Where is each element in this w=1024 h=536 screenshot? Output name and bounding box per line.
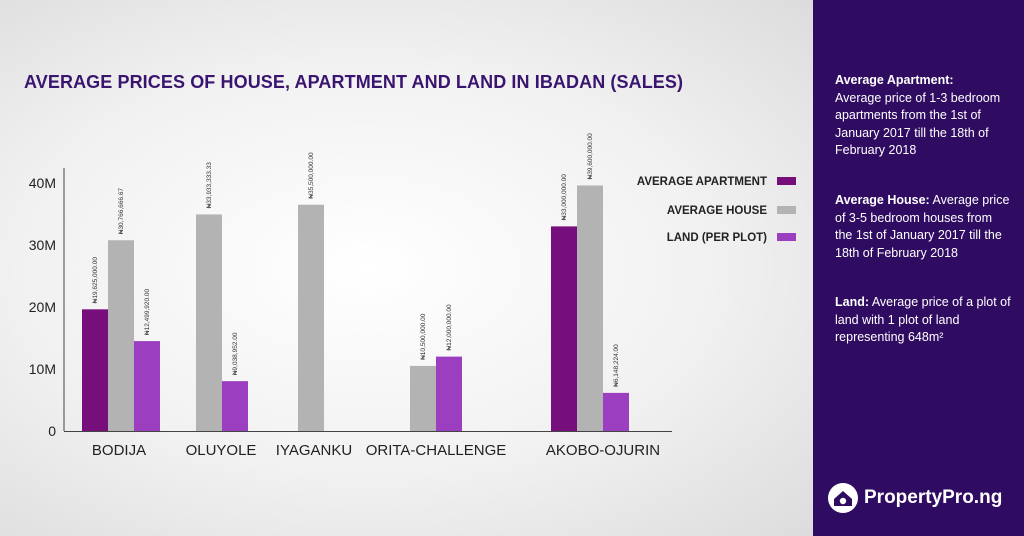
x-category-label: ORITA-CHALLENGE bbox=[366, 442, 507, 459]
legend-swatch bbox=[777, 177, 796, 185]
bar-value-label: ₦9,038,952.00 bbox=[232, 332, 239, 375]
bar-land-per-plot--akobo-ojurin bbox=[603, 392, 629, 431]
y-tick-label: 30M bbox=[29, 237, 56, 253]
legend-label: AVERAGE APARTMENT bbox=[637, 176, 767, 188]
legend-swatch bbox=[777, 206, 796, 214]
chart-area: AVERAGE PRICES OF HOUSE, APARTMENT AND L… bbox=[0, 0, 813, 536]
note-apartment-text: Average price of 1-3 bedroom apartments … bbox=[835, 90, 1001, 158]
note-land-text: Average price of a plot of land with 1 p… bbox=[835, 295, 1011, 344]
bar-average-apartment-akobo-ojurin bbox=[551, 226, 577, 431]
bar-average-house-akobo-ojurin bbox=[577, 185, 603, 431]
bar-value-label: ₦33,933,333.33 bbox=[206, 162, 213, 209]
legend-swatch bbox=[777, 233, 796, 241]
bar-average-house-iyaganku bbox=[298, 204, 324, 431]
bar-value-label: ₦35,500,000.00 bbox=[308, 152, 315, 199]
chart-title: AVERAGE PRICES OF HOUSE, APARTMENT AND L… bbox=[24, 72, 684, 92]
sidebar-panel: Average Apartment: Average price of 1-3 … bbox=[813, 0, 1024, 536]
bar-land-per-plot--orita-challenge bbox=[436, 356, 462, 431]
bar-land-per-plot--oluyole bbox=[222, 381, 248, 431]
bar-value-label: ₦10,500,000.00 bbox=[420, 313, 427, 360]
note-land: Land: Average price of a plot of land wi… bbox=[835, 294, 1011, 347]
note-apartment-heading: Average Apartment: bbox=[835, 73, 954, 87]
y-tick-label: 20M bbox=[29, 299, 56, 315]
brand-logo: PropertyPro.ng bbox=[827, 482, 1002, 514]
bar-value-label: ₦30,766,666.67 bbox=[118, 188, 125, 235]
bar-value-label: ₦12,499,920.00 bbox=[144, 288, 151, 335]
note-land-heading: Land: bbox=[835, 295, 870, 309]
bar-average-house-oluyole bbox=[196, 214, 222, 431]
note-house: Average House: Average price of 3-5 bedr… bbox=[835, 192, 1011, 262]
bar-value-label: ₦33,000,000.00 bbox=[561, 174, 568, 221]
house-logo-icon bbox=[828, 483, 858, 513]
bar-value-label: ₦19,625,000.00 bbox=[92, 257, 99, 304]
bar-average-apartment-bodija bbox=[82, 309, 108, 431]
legend-label: LAND (PER PLOT) bbox=[667, 232, 767, 244]
bar-land-per-plot--bodija bbox=[134, 341, 160, 431]
x-category-label: AKOBO-OJURIN bbox=[546, 442, 660, 459]
brand-name: PropertyPro.ng bbox=[864, 487, 1003, 508]
bar-average-house-bodija bbox=[108, 240, 134, 431]
x-category-label: OLUYOLE bbox=[186, 442, 257, 459]
y-tick-label: 10M bbox=[29, 361, 56, 377]
note-house-text: Average price of 3-5 bedroom houses from… bbox=[835, 193, 1010, 260]
bar-value-label: ₦39,600,000.00 bbox=[587, 133, 594, 180]
bar-average-house-orita-challenge bbox=[410, 365, 436, 431]
x-category-label: BODIJA bbox=[92, 442, 146, 459]
y-tick-label: 40M bbox=[29, 175, 56, 191]
note-apartment: Average Apartment: Average price of 1-3 … bbox=[835, 72, 1011, 160]
bar-value-label: ₦6,148,224.00 bbox=[613, 344, 620, 387]
y-tick-label: 0 bbox=[48, 423, 56, 439]
legend-label: AVERAGE HOUSE bbox=[667, 205, 767, 217]
bar-chart: 0 10M 20M 30M 40M ₦19,625,000.00 ₦30,766,666.6… bbox=[29, 133, 796, 459]
x-category-label: IYAGANKU bbox=[276, 442, 352, 459]
note-house-heading: Average House: bbox=[835, 193, 930, 207]
bar-value-label: ₦12,000,000.00 bbox=[446, 304, 453, 351]
